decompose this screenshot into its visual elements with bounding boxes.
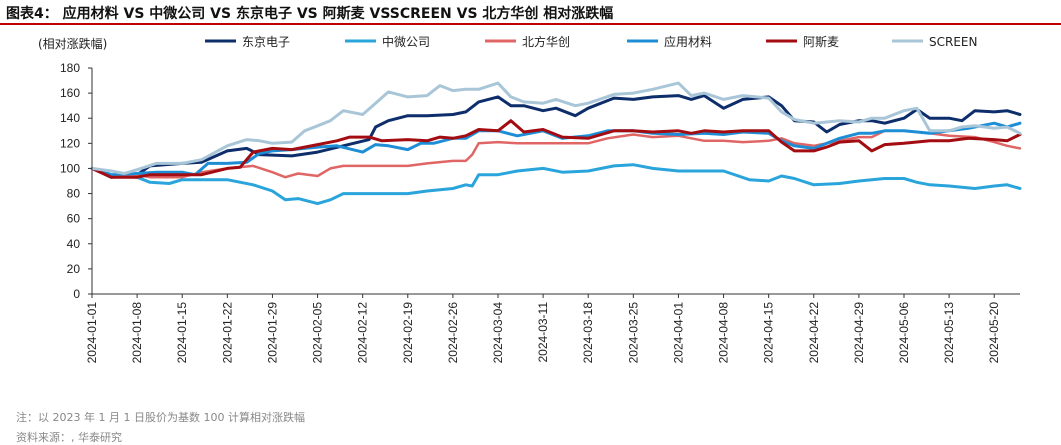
y-axis-label: (相对涨跌幅) (38, 36, 107, 51)
series-line-5 (90, 81, 1022, 175)
footnote: 注：以 2023 年 1 月 1 日股价为基数 100 计算相对涨跌幅 (16, 411, 305, 424)
y-tick-label: 40 (67, 237, 81, 251)
x-tick-label: 2024-01-22 (220, 302, 234, 364)
x-tick-label: 2024-01-15 (175, 302, 189, 364)
x-tick-label: 2024-05-13 (942, 302, 956, 364)
y-tick-label: 60 (67, 212, 81, 226)
y-tick-label: 180 (60, 61, 80, 75)
x-tick-label: 2024-03-25 (626, 302, 640, 364)
legend: 东京电子 中微公司 北方华创 应用材料 阿斯麦 SCREEN (205, 34, 977, 49)
x-tick-label: 2024-03-04 (491, 302, 505, 364)
x-tick-label: 2024-03-11 (536, 302, 550, 363)
x-tick-label: 2024-01-08 (130, 302, 144, 364)
y-tick-label: 140 (60, 111, 80, 125)
x-tick-label: 2024-04-01 (671, 302, 685, 364)
series-line-0 (90, 94, 1022, 179)
x-tick-label: 2024-04-22 (807, 302, 821, 364)
x-tick-label: 2024-04-29 (852, 302, 866, 364)
y-tick-label: 0 (73, 287, 80, 301)
chart-title: 图表4： 应用材料 VS 中微公司 VS 东京电子 VS 阿斯麦 VSSCREE… (6, 6, 614, 22)
series-line-3 (90, 121, 1022, 177)
x-tick-label: 2024-04-15 (762, 302, 776, 364)
y-tick-label: 100 (60, 161, 80, 175)
series-line-1 (90, 163, 1022, 206)
axes: 0 20 40 60 80 100 120 140 160 180 2024-01-01 2024-0… (60, 61, 1020, 363)
legend-label-4: 阿斯麦 (803, 35, 839, 49)
legend-label-2: 北方华创 (522, 34, 570, 49)
series-line-2 (90, 129, 1022, 179)
x-tick-label: 2024-01-01 (85, 302, 99, 364)
legend-label-0: 东京电子 (242, 35, 290, 49)
series-line-4 (90, 119, 1022, 179)
legend-label-5: SCREEN (929, 35, 977, 49)
x-tick-label: 2024-02-26 (446, 302, 460, 364)
line-chart: (相对涨跌幅) 东京电子 中微公司 北方华创 应用材料 阿斯麦 SCREEN 0 20 40 6… (38, 34, 1022, 363)
title-divider (0, 23, 1061, 25)
legend-label-3: 应用材料 (664, 34, 712, 49)
x-tick-label: 2024-01-29 (265, 302, 279, 364)
legend-label-1: 中微公司 (382, 34, 430, 49)
x-tick-label: 2024-02-12 (356, 302, 370, 364)
x-tick-label: 2024-05-20 (987, 302, 1001, 364)
y-tick-label: 20 (67, 262, 81, 276)
x-tick-label: 2024-02-19 (401, 302, 415, 364)
x-tick-label: 2024-04-08 (717, 302, 731, 364)
x-tick-label: 2024-05-06 (897, 302, 911, 364)
x-tick-label: 2024-03-18 (581, 302, 595, 364)
x-tick-label: 2024-02-05 (311, 302, 325, 364)
y-tick-label: 120 (60, 136, 80, 150)
y-tick-label: 80 (67, 187, 81, 201)
y-tick-label: 160 (60, 86, 80, 100)
series-layer (90, 81, 1022, 206)
source-note: 资料来源：, 华泰研究 (16, 431, 122, 444)
